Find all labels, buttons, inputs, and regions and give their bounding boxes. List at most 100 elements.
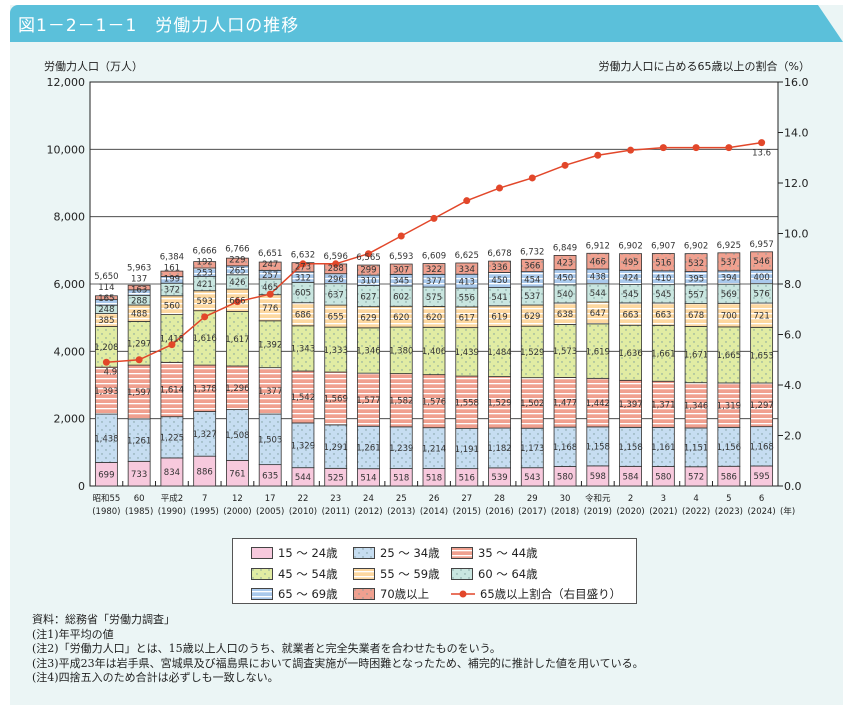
- segment-label: 248: [98, 305, 114, 315]
- legend-label: 65 ～ 69歳: [278, 587, 338, 601]
- segment-label: 265: [229, 267, 245, 277]
- segment-label: 516: [655, 258, 671, 268]
- line-point: [561, 161, 569, 169]
- legend-label: 65歳以上割合（右目盛り）: [480, 587, 622, 601]
- segment-label: 1,484: [487, 348, 511, 358]
- line-point: [397, 232, 405, 240]
- segment-label: 539: [491, 473, 507, 483]
- segment-label: 372: [164, 286, 180, 296]
- segment-label: 544: [590, 289, 606, 299]
- legend-item: 70歳以上: [353, 586, 429, 602]
- note-3: (注3)平成23年は岩手県、宮城県及び福島県において調査実施が一時困難となったた…: [32, 656, 644, 670]
- segment-label: 1,173: [520, 444, 544, 454]
- bar-segment: [750, 251, 774, 271]
- segment-label: 1,617: [225, 335, 249, 345]
- legend-label: 55 ～ 59歳: [380, 567, 440, 581]
- segment-label: 776: [262, 304, 278, 314]
- segment-label: 543: [524, 473, 540, 483]
- legend-swatch: [353, 588, 375, 600]
- segment-label: 572: [688, 473, 704, 483]
- bar-segment: [258, 261, 282, 271]
- segment-label: 1,333: [324, 346, 348, 356]
- bar-segment: [488, 260, 511, 273]
- segment-label: 454: [524, 275, 540, 285]
- segment-label: 421: [197, 280, 213, 290]
- x-tick-label-west: (2011): [322, 507, 350, 517]
- segment-label: 288: [131, 296, 147, 306]
- total-label: 6,632: [291, 251, 315, 261]
- y2-tick-label: 8.0: [784, 278, 802, 291]
- segment-label: 1,397: [618, 400, 642, 410]
- bar-segment: [553, 255, 577, 271]
- segment-label: 584: [622, 472, 638, 482]
- x-tick-label: 昭和55: [92, 494, 120, 504]
- segment-label: 1,671: [684, 351, 708, 361]
- segment-label: 525: [328, 473, 344, 483]
- segment-label: 1,438: [94, 434, 118, 444]
- segment-label: 1,158: [586, 443, 610, 453]
- segment-label: 1,329: [291, 442, 315, 452]
- segment-label: 1,182: [487, 444, 511, 454]
- segment-label: 1,239: [389, 444, 413, 454]
- segment-label: 413: [459, 277, 475, 287]
- line-point: [627, 146, 635, 154]
- y2-tick-label: 2.0: [784, 430, 802, 443]
- segment-label: 1,291: [324, 443, 348, 453]
- segment-label: 637: [328, 291, 344, 301]
- total-label: 6,912: [586, 241, 610, 251]
- segment-label: 1,168: [749, 443, 773, 453]
- x-tick-label: 5: [726, 494, 731, 504]
- segment-label: 1,161: [651, 443, 675, 453]
- segment-label: 1,392: [258, 340, 282, 350]
- y-axis-title: 労働力人口（万人）: [44, 60, 143, 73]
- x-tick-label: 26: [429, 494, 440, 504]
- segment-label: 1,297: [127, 339, 151, 349]
- x-tick-label-west: (2017): [518, 507, 546, 517]
- segment-label: 620: [393, 313, 409, 323]
- total-label: 6,565: [356, 253, 380, 263]
- x-tick-label: 2: [628, 494, 633, 504]
- segment-label: 395: [688, 274, 704, 284]
- segment-label: 518: [393, 473, 409, 483]
- legend-item: 45 ～ 54歳: [251, 566, 338, 582]
- note-4: (注4)四捨五入のため合計は必ずしも一致しない。: [32, 671, 279, 684]
- segment-label: 1,214: [422, 444, 446, 454]
- segment-label: 253: [197, 269, 213, 279]
- x-tick-label-west: (2021): [649, 507, 677, 517]
- y-tick-label: 6,000: [54, 278, 86, 291]
- line-point: [102, 358, 110, 366]
- figure-header: [10, 5, 843, 42]
- y2-axis-title: 労働力人口に占める65歳以上の割合（%）: [598, 60, 810, 73]
- total-label: 6,678: [487, 249, 511, 259]
- segment-label: 273: [295, 262, 311, 272]
- y2-tick-label: 6.0: [784, 329, 802, 342]
- segment-label: 334: [459, 265, 475, 275]
- segment-label: 438: [590, 273, 606, 283]
- segment-label: 1,442: [586, 399, 610, 409]
- total-label: 6,849: [553, 243, 577, 253]
- segment-label: 1,158: [618, 443, 642, 453]
- x-tick-label: 30: [560, 494, 571, 504]
- segment-label: 1,378: [192, 384, 216, 394]
- segment-label: 1,619: [586, 347, 610, 357]
- segment-label: 699: [98, 470, 114, 480]
- segment-label: 834: [164, 468, 180, 478]
- segment-label: 605: [295, 289, 311, 299]
- segment-label: 593: [197, 297, 213, 307]
- x-tick-label-west: (2018): [551, 507, 579, 517]
- bar-segment: [193, 261, 217, 269]
- legend-item: 25 ～ 34歳: [353, 545, 440, 561]
- segment-label: 1,665: [717, 351, 741, 361]
- segment-label: 761: [229, 469, 245, 479]
- x-tick-label: 平成2: [161, 493, 183, 504]
- legend-item: 35 ～ 44歳: [451, 545, 538, 561]
- total-label: 6,651: [258, 249, 282, 259]
- line-point: [233, 298, 241, 306]
- segment-label: 686: [295, 310, 311, 320]
- segment-label: 1,297: [749, 401, 773, 411]
- segment-label: 465: [262, 283, 278, 293]
- segment-label: 638: [557, 310, 573, 320]
- line-point: [692, 144, 700, 152]
- total-label: 5,650: [94, 272, 118, 282]
- segment-label: 1,156: [717, 443, 741, 453]
